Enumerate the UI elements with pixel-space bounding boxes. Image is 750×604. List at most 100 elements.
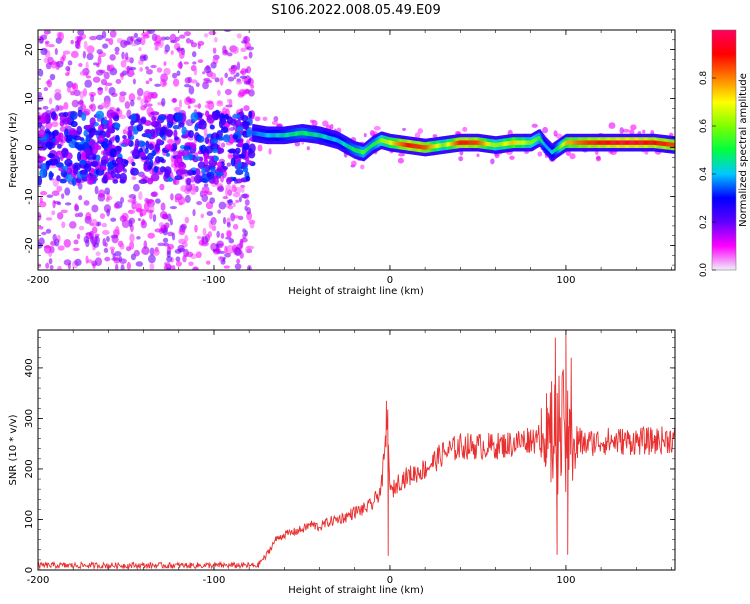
noise-blob xyxy=(192,209,196,217)
noise-blob-strong xyxy=(72,168,79,175)
signal-core xyxy=(404,142,407,147)
signal-core xyxy=(572,140,574,145)
noise-blob xyxy=(62,50,71,55)
signal-core xyxy=(524,140,527,145)
halo-blob xyxy=(350,160,357,167)
noise-blob xyxy=(176,47,184,52)
noise-blob-strong xyxy=(61,147,69,157)
noise-blob xyxy=(223,171,228,177)
signal-core xyxy=(525,140,528,145)
noise-blob xyxy=(109,30,117,38)
noise-blob xyxy=(243,80,251,85)
noise-blob-strong xyxy=(154,121,162,131)
noise-blob-strong xyxy=(47,153,55,159)
noise-blob xyxy=(94,185,99,195)
noise-blob-strong xyxy=(224,113,229,119)
signal-core xyxy=(545,144,548,149)
noise-blob xyxy=(120,264,125,270)
signal-core xyxy=(354,147,357,153)
signal-core xyxy=(271,133,273,138)
signal-core xyxy=(340,140,343,145)
noise-blob xyxy=(190,42,198,48)
signal-core xyxy=(358,149,361,154)
signal-core xyxy=(376,140,379,145)
noise-blob-strong xyxy=(227,148,237,154)
noise-blob xyxy=(217,255,224,262)
noise-blob xyxy=(132,203,138,208)
noise-blob xyxy=(183,61,189,65)
noise-blob xyxy=(185,251,194,258)
noise-blob-strong xyxy=(226,176,232,185)
signal-core xyxy=(290,132,292,137)
noise-blob xyxy=(166,261,171,269)
signal-core xyxy=(365,148,367,153)
noise-blob-strong xyxy=(151,115,157,122)
noise-blob xyxy=(74,213,80,218)
halo-blob xyxy=(273,115,279,122)
signal-core xyxy=(585,140,588,145)
signal-core xyxy=(363,150,365,155)
noise-blob xyxy=(178,228,186,236)
signal-core xyxy=(438,143,440,148)
noise-blob xyxy=(143,202,150,212)
noise-blob xyxy=(222,107,227,115)
signal-core xyxy=(402,142,404,147)
signal-core xyxy=(470,140,473,145)
noise-blob xyxy=(114,251,122,257)
noise-blob xyxy=(188,261,194,267)
signal-core xyxy=(382,138,384,143)
noise-blob xyxy=(159,183,165,191)
signal-core xyxy=(543,141,546,147)
noise-blob xyxy=(173,106,181,112)
noise-blob-strong xyxy=(115,134,120,143)
noise-blob xyxy=(114,46,120,53)
noise-blob-strong xyxy=(95,110,105,120)
noise-blob-strong xyxy=(45,113,50,124)
signal-core xyxy=(336,138,339,143)
signal-core xyxy=(359,149,362,154)
signal-core xyxy=(555,147,557,152)
signal-core xyxy=(554,148,556,153)
signal-core xyxy=(548,147,551,153)
noise-blob xyxy=(124,52,129,61)
noise-blob-strong xyxy=(115,173,121,179)
signal-core xyxy=(264,132,267,138)
noise-blob xyxy=(217,89,221,97)
halo-blob xyxy=(622,128,630,133)
signal-core xyxy=(427,144,430,150)
noise-blob-strong xyxy=(154,142,161,152)
signal-core xyxy=(330,136,333,141)
noise-blob xyxy=(154,83,161,87)
noise-blob xyxy=(230,65,236,69)
signal-core xyxy=(471,140,474,145)
signal-core xyxy=(567,140,570,145)
signal-core xyxy=(295,131,298,136)
noise-blob xyxy=(219,77,224,86)
halo-blob xyxy=(268,148,272,155)
noise-blob xyxy=(48,258,53,265)
signal-core xyxy=(616,140,619,145)
noise-blob xyxy=(225,188,229,197)
halo-blob xyxy=(619,127,624,134)
noise-blob-strong xyxy=(174,158,179,168)
noise-blob xyxy=(120,39,128,49)
noise-blob xyxy=(96,49,103,55)
signal-core xyxy=(509,140,512,146)
signal-core xyxy=(637,140,640,145)
noise-blob xyxy=(67,60,73,66)
noise-blob xyxy=(74,258,82,266)
signal-core xyxy=(466,140,469,145)
signal-core xyxy=(472,140,475,145)
signal-core xyxy=(405,142,408,148)
signal-core xyxy=(291,132,294,137)
snr-ytick-label: 400 xyxy=(24,358,35,377)
noise-blob xyxy=(91,226,98,234)
signal-core xyxy=(626,140,629,145)
noise-blob-strong xyxy=(171,142,178,151)
spectrogram-xtick-label: -200 xyxy=(27,275,50,286)
signal-core xyxy=(293,131,296,137)
noise-blob xyxy=(189,98,196,104)
noise-blob-strong xyxy=(49,157,59,166)
